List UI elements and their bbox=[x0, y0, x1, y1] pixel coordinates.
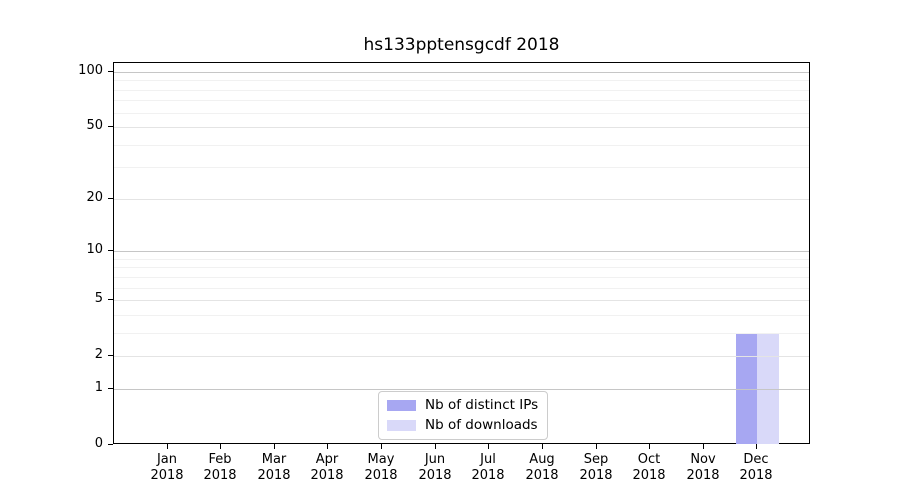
x-tick-label-sep: Sep 2018 bbox=[564, 452, 628, 484]
gridline-2 bbox=[114, 356, 809, 357]
y-tick-mark-1 bbox=[108, 388, 113, 389]
gridline-5 bbox=[114, 300, 809, 301]
x-tick-label-dec: Dec 2018 bbox=[724, 452, 788, 484]
gridline-minor bbox=[114, 288, 809, 289]
y-tick-mark-50 bbox=[108, 126, 113, 127]
gridline-100 bbox=[114, 72, 809, 73]
y-tick-mark-0 bbox=[108, 444, 113, 445]
x-tick-month: Aug bbox=[529, 452, 555, 467]
gridline-minor bbox=[114, 80, 809, 81]
x-tick-year: 2018 bbox=[471, 468, 505, 483]
gridline-minor bbox=[114, 315, 809, 316]
bar-nb-of-distinct-ips bbox=[735, 332, 758, 444]
x-tick-year: 2018 bbox=[418, 468, 452, 483]
x-tick-mark-sep bbox=[596, 444, 597, 449]
x-tick-label-jun: Jun 2018 bbox=[403, 452, 467, 484]
x-tick-month: Nov bbox=[690, 452, 716, 467]
gridline-minor bbox=[114, 277, 809, 278]
x-tick-mark-dec bbox=[756, 444, 757, 449]
legend-label-downloads: Nb of downloads bbox=[425, 417, 538, 433]
gridline-minor bbox=[114, 333, 809, 334]
x-tick-month: Jul bbox=[480, 452, 496, 467]
x-tick-month: Apr bbox=[315, 452, 339, 467]
bars-layer bbox=[114, 63, 809, 444]
x-tick-month: Mar bbox=[261, 452, 287, 467]
gridline-minor bbox=[114, 90, 809, 91]
plot-area bbox=[113, 62, 810, 444]
legend-label-distinct-ips: Nb of distinct IPs bbox=[425, 397, 539, 413]
gridline-minor bbox=[114, 113, 809, 114]
x-tick-label-jan: Jan 2018 bbox=[135, 452, 199, 484]
y-tick-label-50: 50 bbox=[86, 118, 103, 133]
x-tick-month: May bbox=[367, 452, 395, 467]
x-tick-year: 2018 bbox=[686, 468, 720, 483]
x-tick-label-aug: Aug 2018 bbox=[510, 452, 574, 484]
legend-item-distinct-ips: Nb of distinct IPs bbox=[387, 398, 538, 413]
x-tick-year: 2018 bbox=[203, 468, 237, 483]
y-tick-label-10: 10 bbox=[86, 242, 103, 257]
x-tick-mark-nov bbox=[703, 444, 704, 449]
legend: Nb of distinct IPs Nb of downloads bbox=[378, 391, 549, 440]
x-tick-label-jul: Jul 2018 bbox=[456, 452, 520, 484]
legend-swatch-downloads bbox=[387, 420, 416, 431]
x-tick-label-feb: Feb 2018 bbox=[188, 452, 252, 484]
x-tick-mark-jun bbox=[435, 444, 436, 449]
gridline-1 bbox=[114, 389, 809, 390]
x-tick-mark-oct bbox=[649, 444, 650, 449]
y-tick-label-5: 5 bbox=[94, 291, 103, 306]
y-tick-mark-2 bbox=[108, 355, 113, 356]
y-tick-mark-5 bbox=[108, 299, 113, 300]
x-tick-month: Dec bbox=[743, 452, 769, 467]
bar-nb-of-downloads bbox=[757, 332, 780, 444]
legend-swatch-distinct-ips bbox=[387, 400, 416, 411]
gridline-minor bbox=[114, 100, 809, 101]
x-tick-year: 2018 bbox=[579, 468, 613, 483]
gridline-50 bbox=[114, 127, 809, 128]
y-tick-label-20: 20 bbox=[86, 190, 103, 205]
x-tick-month: Sep bbox=[583, 452, 609, 467]
x-tick-year: 2018 bbox=[257, 468, 291, 483]
x-tick-mark-apr bbox=[327, 444, 328, 449]
x-tick-mark-mar bbox=[274, 444, 275, 449]
y-tick-mark-10 bbox=[108, 250, 113, 251]
x-tick-month: Jan bbox=[156, 452, 178, 467]
x-tick-label-oct: Oct 2018 bbox=[617, 452, 681, 484]
chart-title: hs133pptensgcdf 2018 bbox=[363, 35, 560, 55]
legend-item-downloads: Nb of downloads bbox=[387, 418, 538, 433]
x-tick-year: 2018 bbox=[525, 468, 559, 483]
y-tick-mark-20 bbox=[108, 198, 113, 199]
x-tick-mark-may bbox=[381, 444, 382, 449]
x-tick-label-may: May 2018 bbox=[349, 452, 413, 484]
gridline-20 bbox=[114, 199, 809, 200]
x-tick-year: 2018 bbox=[739, 468, 773, 483]
x-tick-label-apr: Apr 2018 bbox=[295, 452, 359, 484]
x-tick-label-mar: Mar 2018 bbox=[242, 452, 306, 484]
gridlines-layer bbox=[114, 63, 809, 443]
gridline-minor bbox=[114, 167, 809, 168]
gridline-minor bbox=[114, 145, 809, 146]
x-tick-label-nov: Nov 2018 bbox=[671, 452, 735, 484]
x-tick-mark-jul bbox=[488, 444, 489, 449]
y-tick-label-1: 1 bbox=[94, 380, 103, 395]
y-tick-mark-100 bbox=[108, 71, 113, 72]
x-tick-month: Oct bbox=[637, 452, 661, 467]
x-tick-year: 2018 bbox=[310, 468, 344, 483]
x-tick-mark-jan bbox=[167, 444, 168, 449]
x-tick-month: Feb bbox=[208, 452, 232, 467]
x-tick-year: 2018 bbox=[364, 468, 398, 483]
gridline-10 bbox=[114, 251, 809, 252]
y-tick-label-100: 100 bbox=[78, 63, 103, 78]
x-tick-month: Jun bbox=[424, 452, 446, 467]
x-tick-mark-aug bbox=[542, 444, 543, 449]
gridline-minor bbox=[114, 267, 809, 268]
gridline-minor bbox=[114, 259, 809, 260]
y-tick-label-0: 0 bbox=[94, 436, 103, 451]
x-tick-year: 2018 bbox=[632, 468, 666, 483]
y-tick-label-2: 2 bbox=[94, 347, 103, 362]
x-tick-mark-feb bbox=[220, 444, 221, 449]
x-tick-year: 2018 bbox=[150, 468, 184, 483]
